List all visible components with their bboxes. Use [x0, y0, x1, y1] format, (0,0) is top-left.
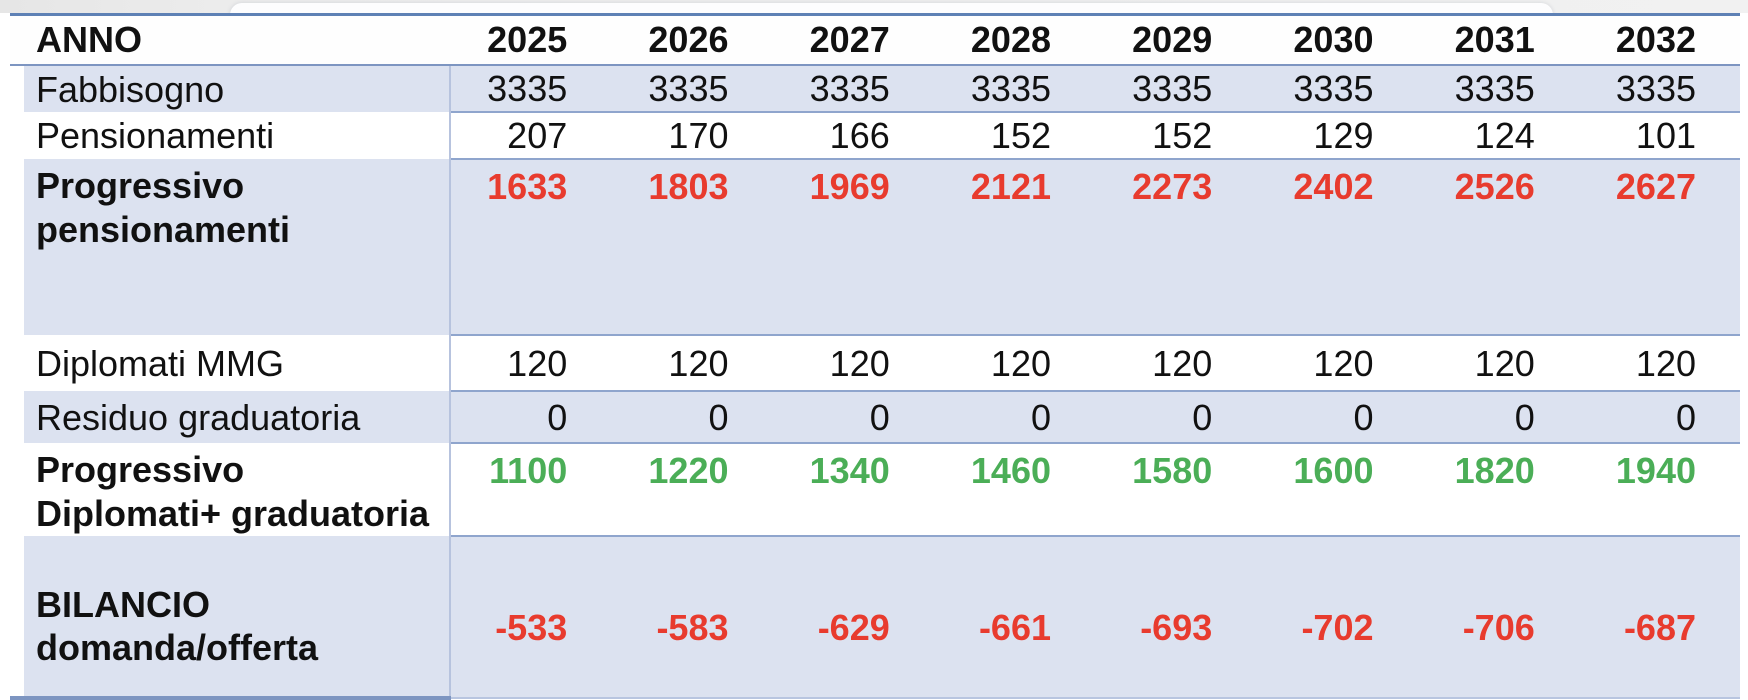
slide-top-edge — [0, 0, 1748, 15]
bilancio-domanda-offerta-value-2030: -702 — [1256, 534, 1418, 699]
progressivo-diplomati-graduatoria-value-2025: 1100 — [448, 442, 612, 536]
progressivo-pensionamenti-value-2030: 2402 — [1256, 158, 1418, 336]
row-bilancio-domanda-offerta: BILANCIO domanda/offerta -533 -583 -629 -661-… — [10, 534, 1740, 700]
progressivo-pensionamenti-value-2029: 2273 — [1095, 158, 1257, 336]
diplomati-mmg-value-2026: 120 — [611, 334, 773, 392]
label-residuo-graduatoria: Residuo graduatoria — [10, 391, 450, 444]
label-bilancio-domanda-offerta: BILANCIO domanda/offerta — [10, 535, 450, 700]
bilancio-domanda-offerta-value-2032: -687 — [1578, 534, 1740, 699]
header-year-2027: 2027 — [772, 13, 934, 66]
fabbisogno-value-2025: 3335 — [448, 65, 612, 113]
header-row: ANNO 2025 2026 2027 2028 2029 2030 2031 2032 — [10, 13, 1740, 66]
progressivo-pensionamenti-value-2025: 1633 — [448, 158, 612, 336]
residuo-graduatoria-value-2025: 0 — [448, 390, 612, 444]
progressivo-diplomati-graduatoria-value-2027: 1340 — [772, 442, 934, 536]
header-year-2026: 2026 — [611, 13, 773, 66]
residuo-graduatoria-value-2031: 0 — [1417, 390, 1579, 444]
label-pensionamenti: Pensionamenti — [10, 112, 450, 160]
pensionamenti-value-2030: 129 — [1256, 111, 1418, 160]
progressivo-diplomati-graduatoria-value-2030: 1600 — [1256, 442, 1418, 536]
label-line: Diplomati+ graduatoria — [36, 492, 430, 534]
fabbisogno-value-2028: 3335 — [933, 65, 1095, 113]
diplomati-mmg-value-2029: 120 — [1095, 334, 1257, 392]
fabbisogno-value-2026: 3335 — [611, 65, 773, 113]
bilancio-domanda-offerta-value-2025: -533 — [448, 534, 612, 699]
progressivo-pensionamenti-value-2032: 2627 — [1578, 158, 1740, 336]
label-progressivo-pensionamenti: Progressivo pensionamenti — [10, 159, 450, 336]
progressivo-pensionamenti-value-2028: 2121 — [933, 158, 1095, 336]
residuo-graduatoria-value-2028: 0 — [933, 390, 1095, 444]
progressivo-pensionamenti-value-2027: 1969 — [772, 158, 934, 336]
bilancio-domanda-offerta-value-2031: -706 — [1417, 534, 1579, 699]
header-year-2029: 2029 — [1095, 13, 1257, 66]
label-line: Progressivo — [36, 165, 245, 207]
progressivo-diplomati-graduatoria-value-2032: 1940 — [1578, 442, 1740, 536]
pensionamenti-value-2025: 207 — [448, 111, 612, 160]
label-line: domanda/offerta — [36, 627, 319, 669]
row-diplomati-mmg: Diplomati MMG 120 120 120 120 120 120 120 120 — [10, 334, 1740, 392]
pensionamenti-value-2031: 124 — [1417, 111, 1579, 160]
fabbisogno-value-2031: 3335 — [1417, 65, 1579, 113]
row-residuo-graduatoria: Residuo graduatoria 0 0 0 0 0 0 0 0 — [10, 390, 1740, 444]
fabbisogno-value-2030: 3335 — [1256, 65, 1418, 113]
header-year-2025: 2025 — [450, 13, 612, 66]
label-line: Fabbisogno — [36, 68, 225, 110]
residuo-graduatoria-value-2026: 0 — [611, 390, 773, 444]
residuo-graduatoria-value-2030: 0 — [1256, 390, 1418, 444]
pensionamenti-value-2027: 166 — [772, 111, 934, 160]
pensionamenti-value-2026: 170 — [611, 111, 773, 160]
pensionamenti-value-2029: 152 — [1095, 111, 1257, 160]
header-year-2028: 2028 — [933, 13, 1095, 66]
progressivo-diplomati-graduatoria-value-2031: 1820 — [1417, 442, 1579, 536]
progressivo-diplomati-graduatoria-value-2026: 1220 — [611, 442, 773, 536]
progressivo-pensionamenti-value-2031: 2526 — [1417, 158, 1579, 336]
bilancio-domanda-offerta-value-2029: -693 — [1095, 534, 1257, 699]
residuo-graduatoria-value-2032: 0 — [1578, 390, 1740, 444]
row-progressivo-diplomati-graduatoria: Progressivo Diplomati+ graduatoria 1100 122… — [10, 442, 1740, 536]
diplomati-mmg-value-2032: 120 — [1578, 334, 1740, 392]
row-fabbisogno: Fabbisogno 3335 3335 3335 3335 3335 3335 3335 33… — [10, 65, 1740, 113]
residuo-graduatoria-value-2029: 0 — [1095, 390, 1257, 444]
table-body: Fabbisogno 3335 3335 3335 3335 3335 3335 3335 33… — [10, 65, 1740, 700]
header-year-2032: 2032 — [1578, 13, 1740, 66]
residuo-graduatoria-value-2027: 0 — [772, 390, 934, 444]
label-line: Diplomati MMG — [36, 342, 285, 384]
label-line: Pensionamenti — [36, 115, 275, 157]
table-header: ANNO 2025 2026 2027 2028 2029 2030 2031 2032 — [10, 13, 1740, 66]
diplomati-mmg-value-2030: 120 — [1256, 334, 1418, 392]
label-line: Progressivo — [36, 449, 245, 491]
header-year-2030: 2030 — [1256, 13, 1418, 66]
label-line: Residuo graduatoria — [36, 396, 361, 438]
fabbisogno-value-2029: 3335 — [1095, 65, 1257, 113]
label-fabbisogno: Fabbisogno — [10, 65, 450, 113]
fabbisogno-value-2032: 3335 — [1578, 65, 1740, 113]
card-rounded-corner — [230, 3, 1553, 15]
bilancio-domanda-offerta-value-2026: -583 — [611, 534, 773, 699]
progressivo-diplomati-graduatoria-value-2029: 1580 — [1095, 442, 1257, 536]
diplomati-mmg-value-2027: 120 — [772, 334, 934, 392]
progressivo-diplomati-graduatoria-value-2028: 1460 — [933, 442, 1095, 536]
pensionamenti-value-2028: 152 — [933, 111, 1095, 160]
row-pensionamenti: Pensionamenti 207 170 166 152 152 129 124 101 — [10, 111, 1740, 160]
diplomati-mmg-value-2025: 120 — [448, 334, 612, 392]
diplomati-mmg-value-2028: 120 — [933, 334, 1095, 392]
progressivo-pensionamenti-value-2026: 1803 — [611, 158, 773, 336]
label-line: BILANCIO — [36, 584, 210, 626]
label-progressivo-diplomati-graduatoria: Progressivo Diplomati+ graduatoria — [10, 443, 450, 536]
header-anno: ANNO — [10, 13, 450, 66]
label-diplomati-mmg: Diplomati MMG — [10, 335, 450, 392]
header-year-2031: 2031 — [1417, 13, 1579, 66]
fabbisogno-value-2027: 3335 — [772, 65, 934, 113]
forecast-table: ANNO 2025 2026 2027 2028 2029 2030 2031 2032 Fa… — [10, 13, 1740, 700]
bilancio-domanda-offerta-value-2027: -629 — [772, 534, 934, 699]
bilancio-domanda-offerta-value-2028: -661 — [933, 534, 1095, 699]
label-line: pensionamenti — [36, 208, 291, 250]
diplomati-mmg-value-2031: 120 — [1417, 334, 1579, 392]
pensionamenti-value-2032: 101 — [1578, 111, 1740, 160]
row-progressivo-pensionamenti: Progressivo pensionamenti 1633 1803 1969 2121… — [10, 158, 1740, 336]
